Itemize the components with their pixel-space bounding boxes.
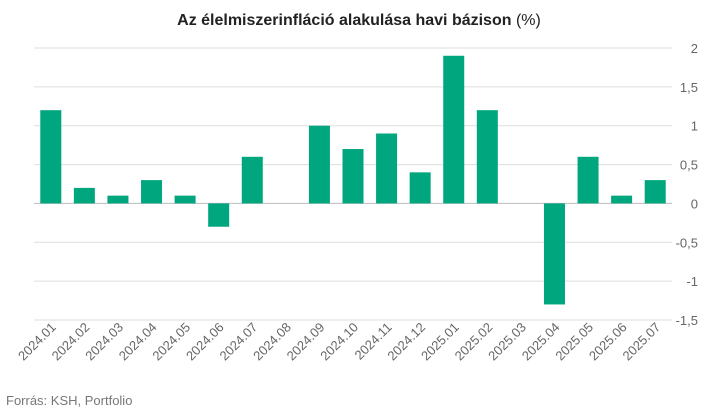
bar-2024.06	[208, 203, 230, 227]
bar-2024.04	[141, 180, 163, 204]
y-tick-label: -1	[686, 274, 698, 289]
bar-2024.03	[107, 195, 129, 204]
bar-2025.04	[543, 203, 565, 305]
y-tick-label: 2	[691, 41, 698, 56]
chart-title-text: Az élelmiszerinfláció alakulása havi báz…	[177, 12, 512, 29]
bar-2024.09	[308, 125, 330, 204]
bar-2024.07	[241, 156, 263, 204]
bar-2024.11	[376, 133, 398, 204]
y-tick-label: -1,5	[676, 313, 698, 328]
y-tick-label: 0,5	[680, 158, 698, 173]
grid-lines	[34, 47, 672, 321]
y-tick-label: 1	[691, 119, 698, 134]
bar-2025.06	[611, 195, 633, 204]
bar-2024.02	[73, 187, 95, 204]
bar-2025.05	[577, 156, 599, 204]
bar-2025.02	[476, 110, 498, 204]
x-tick-label: 2025.07	[619, 320, 663, 364]
source-note: Forrás: KSH, Portfolio	[6, 393, 133, 408]
x-axis-ticks: 2024.012024.022024.032024.042024.052024.…	[15, 320, 663, 364]
bars	[40, 55, 666, 305]
chart-unit: (%)	[515, 12, 541, 29]
bar-2025.07	[644, 180, 666, 204]
y-axis-ticks: 2 1,5 1 0,5 0 -0,5 -1 -1,5	[676, 41, 698, 328]
chart-title: Az élelmiszerinfláció alakulása havi báz…	[0, 12, 718, 30]
x-tick-label: 2024.10	[317, 320, 361, 364]
bar-2024.05	[174, 195, 196, 204]
y-tick-label: -0,5	[676, 235, 698, 250]
bar-2024.10	[342, 149, 364, 204]
bar-2025.01	[443, 55, 465, 204]
y-tick-label: 1,5	[680, 80, 698, 95]
bar-2024.12	[409, 172, 431, 204]
bar-2024.01	[40, 110, 62, 204]
y-tick-label: 0	[691, 196, 698, 211]
